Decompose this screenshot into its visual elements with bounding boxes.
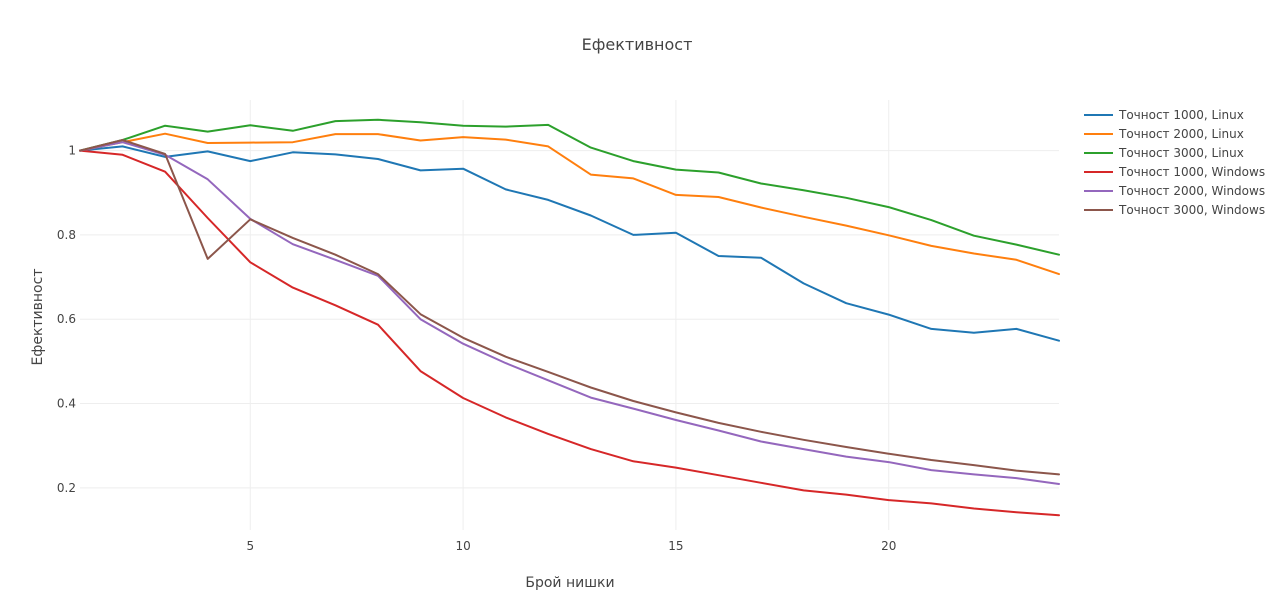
legend: Точност 1000, Linux Точност 2000, Linux То… [1084, 108, 1265, 217]
series-line-5 [79, 141, 1060, 485]
legend-label: Точност 3000, Linux [1118, 146, 1244, 160]
x-axis-label: Брой нишки [525, 575, 614, 591]
legend-item-4[interactable]: Точност 1000, Windows [1084, 165, 1265, 179]
chart-title: Ефективност [582, 35, 693, 54]
x-tick-label: 5 [246, 539, 254, 553]
grid [80, 100, 1059, 530]
series-line-6 [79, 139, 1060, 476]
y-tick-label: 1 [68, 144, 76, 158]
y-tick-label: 0.4 [57, 397, 76, 411]
x-tick-label: 15 [668, 539, 683, 553]
plot-area [79, 118, 1060, 517]
legend-item-6[interactable]: Точност 3000, Windows [1084, 203, 1265, 217]
x-axis-ticks: 5 10 15 20 [246, 539, 896, 553]
y-axis-label: Ефективност [30, 269, 46, 366]
series-line-1 [79, 145, 1060, 342]
x-tick-label: 20 [881, 539, 896, 553]
legend-label: Точност 2000, Linux [1118, 127, 1244, 141]
legend-label: Точност 3000, Windows [1118, 203, 1265, 217]
legend-item-5[interactable]: Точност 2000, Windows [1084, 184, 1265, 198]
legend-item-2[interactable]: Точност 2000, Linux [1084, 127, 1244, 141]
series-line-2 [79, 132, 1060, 276]
legend-item-3[interactable]: Точност 3000, Linux [1084, 146, 1244, 160]
y-tick-label: 0.6 [57, 312, 76, 326]
legend-label: Точност 1000, Linux [1118, 108, 1244, 122]
legend-label: Точност 1000, Windows [1118, 165, 1265, 179]
series-line-4 [79, 149, 1060, 517]
y-axis-ticks: 0.2 0.4 0.6 0.8 1 [57, 144, 76, 495]
series-line-3 [79, 118, 1060, 256]
y-tick-label: 0.8 [57, 228, 76, 242]
x-tick-label: 10 [455, 539, 470, 553]
y-tick-label: 0.2 [57, 481, 76, 495]
legend-label: Точност 2000, Windows [1118, 184, 1265, 198]
legend-item-1[interactable]: Точност 1000, Linux [1084, 108, 1244, 122]
